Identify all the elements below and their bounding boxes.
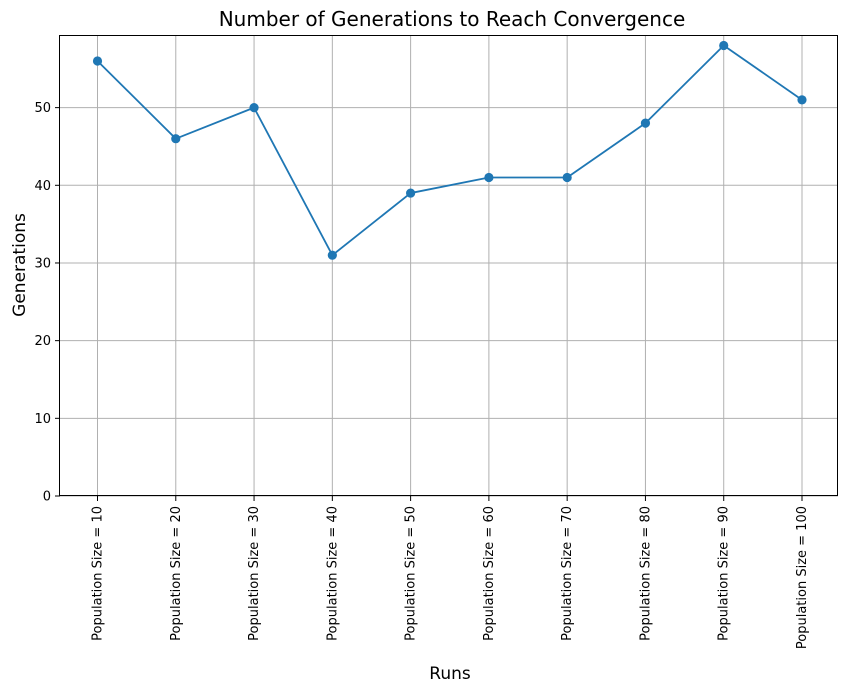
y-tick-label: 50 bbox=[34, 101, 51, 116]
data-point bbox=[640, 118, 651, 128]
x-tick-label: Population Size = 20 bbox=[169, 506, 184, 641]
x-tick-label: Population Size = 30 bbox=[247, 506, 262, 641]
data-point bbox=[92, 56, 103, 66]
x-axis-label: Runs bbox=[429, 664, 471, 684]
y-axis-label: Generations bbox=[10, 213, 30, 317]
x-tick-label: Population Size = 100 bbox=[795, 506, 810, 649]
x-tick-label: Population Size = 50 bbox=[404, 506, 419, 641]
y-tick-label: 30 bbox=[34, 256, 51, 271]
x-tick-label: Population Size = 60 bbox=[482, 506, 497, 641]
data-point bbox=[327, 250, 337, 260]
series-line bbox=[96, 44, 803, 257]
y-tick-label: 20 bbox=[34, 334, 51, 349]
data-point bbox=[484, 172, 494, 183]
grid-lines bbox=[60, 35, 838, 497]
data-point bbox=[719, 40, 729, 51]
axis-ticks: Population Size = 10 Population Size = 20… bbox=[34, 101, 810, 649]
data-point bbox=[249, 103, 259, 113]
x-tick-label: Population Size = 70 bbox=[560, 506, 575, 641]
data-point bbox=[797, 95, 807, 105]
y-tick-label: 40 bbox=[34, 179, 51, 194]
x-tick-label: Population Size = 10 bbox=[91, 506, 106, 641]
plot-frame bbox=[59, 35, 838, 496]
data-series bbox=[92, 40, 807, 260]
y-tick-label: 0 bbox=[43, 490, 51, 505]
x-tick-label: Population Size = 80 bbox=[638, 506, 653, 641]
x-tick-label: Population Size = 90 bbox=[717, 506, 732, 641]
data-point bbox=[171, 134, 181, 144]
x-tick-label: Population Size = 40 bbox=[325, 506, 340, 641]
data-point bbox=[406, 188, 416, 198]
data-point bbox=[562, 172, 572, 183]
y-tick-label: 10 bbox=[34, 412, 51, 427]
chart-title: Number of Generations to Reach Convergen… bbox=[219, 7, 686, 31]
